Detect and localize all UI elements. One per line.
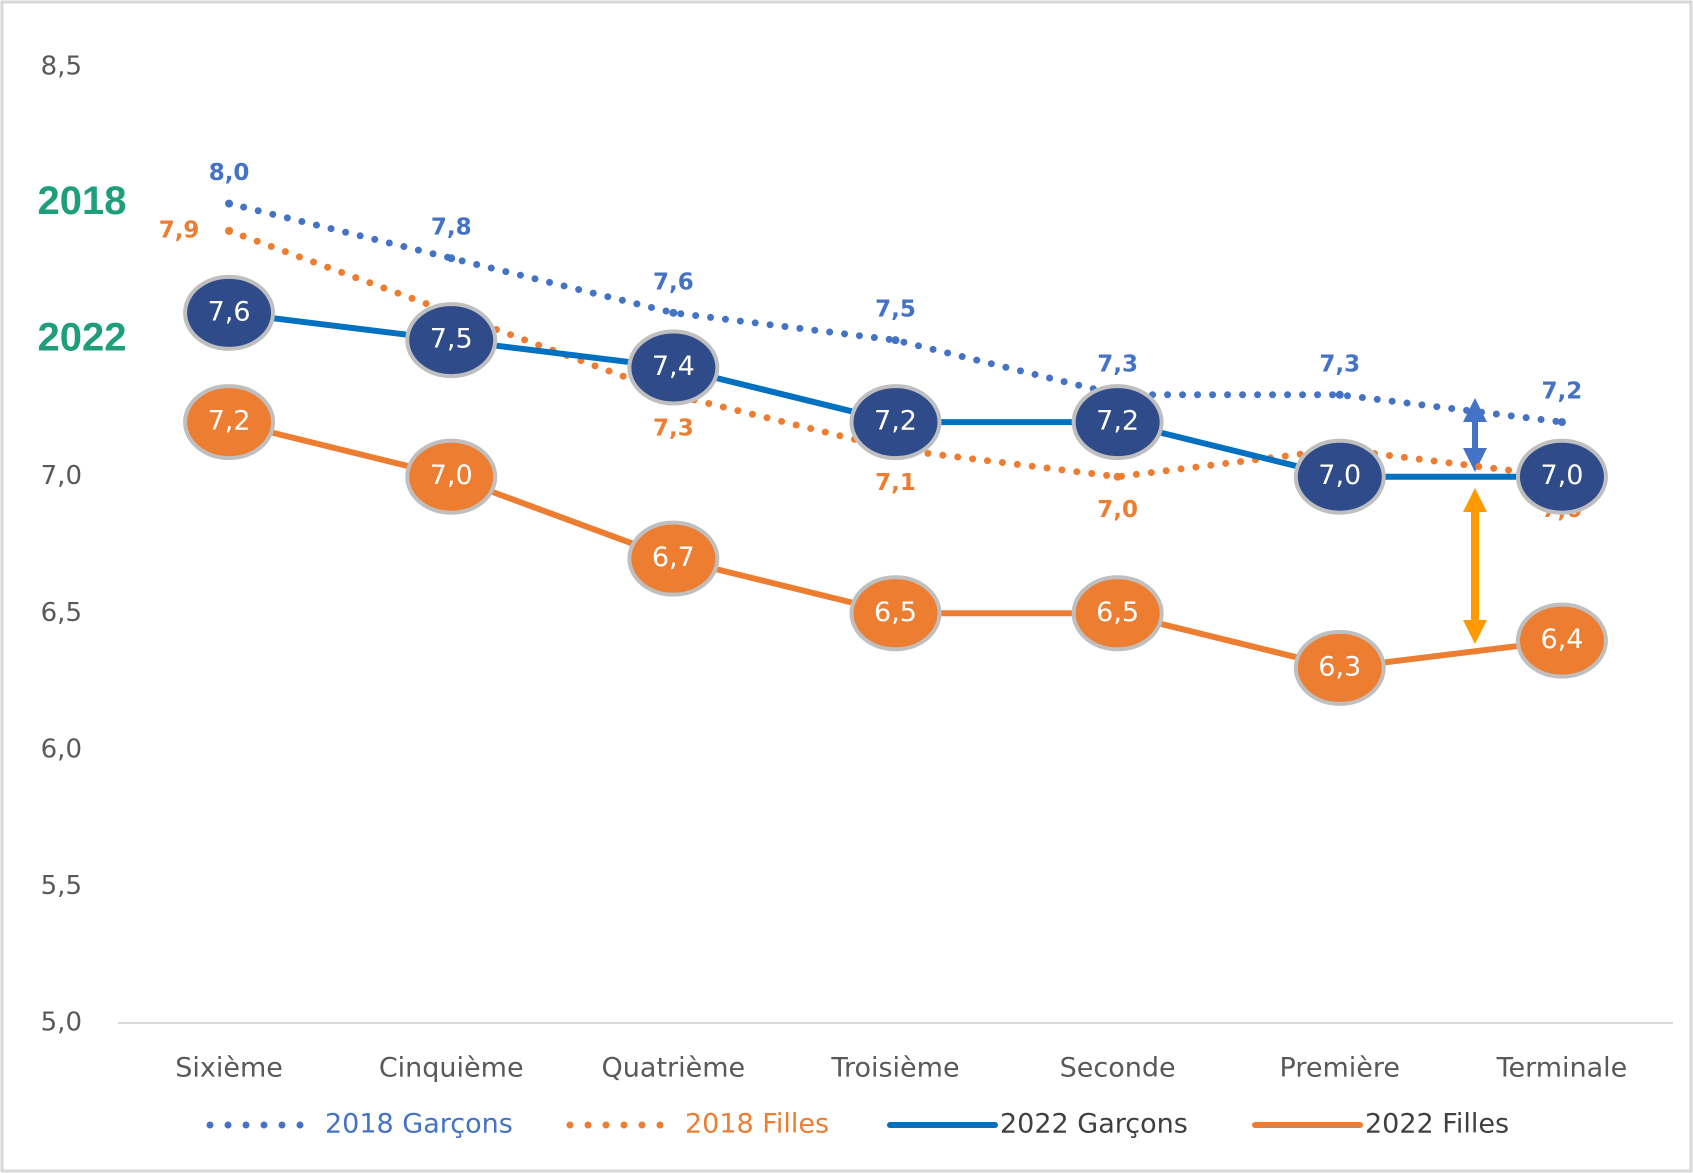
marker bbox=[849, 384, 942, 461]
y-tick-label: 8,5 bbox=[41, 52, 82, 82]
marker bbox=[627, 329, 720, 406]
x-tick-label: Cinquième bbox=[379, 1053, 524, 1084]
data-label: 7,6 bbox=[208, 296, 251, 327]
data-label: 7,6 bbox=[653, 269, 694, 295]
data-label: 7,3 bbox=[653, 415, 694, 441]
legend-label: 2022 Filles bbox=[1365, 1109, 1509, 1140]
point bbox=[225, 226, 234, 235]
marker bbox=[1071, 575, 1164, 652]
marker bbox=[849, 575, 942, 652]
marker bbox=[1071, 384, 1164, 461]
data-label: 7,3 bbox=[1097, 351, 1138, 377]
marker bbox=[1293, 629, 1386, 706]
data-label: 7,2 bbox=[1542, 379, 1583, 405]
y-tick-label: 6,0 bbox=[41, 734, 82, 764]
data-label: 7,9 bbox=[159, 217, 200, 243]
x-tick-label: Troisième bbox=[830, 1053, 959, 1084]
x-tick-label: Terminale bbox=[1496, 1053, 1628, 1084]
marker bbox=[405, 438, 498, 515]
marker bbox=[1293, 438, 1386, 515]
data-label: 7,2 bbox=[874, 406, 917, 437]
data-label: 7,2 bbox=[1096, 406, 1139, 437]
legend-label: 2018 Filles bbox=[685, 1109, 829, 1140]
x-tick-label: Seconde bbox=[1060, 1053, 1176, 1084]
legend-label: 2022 Garçons bbox=[1000, 1109, 1188, 1140]
point bbox=[447, 254, 456, 263]
y-tick-label: 6,5 bbox=[41, 598, 82, 628]
data-label: 6,5 bbox=[1096, 597, 1139, 628]
x-tick-label: Quatrième bbox=[602, 1053, 746, 1084]
marker bbox=[405, 302, 498, 379]
data-label: 6,7 bbox=[652, 542, 695, 573]
annotation: 2022 bbox=[38, 316, 127, 360]
data-label: 7,0 bbox=[1097, 497, 1138, 523]
marker bbox=[183, 384, 276, 461]
data-label: 7,4 bbox=[652, 351, 695, 382]
data-label: 7,5 bbox=[430, 324, 473, 355]
y-tick-label: 5,5 bbox=[41, 871, 82, 901]
legend-label: 2018 Garçons bbox=[325, 1109, 513, 1140]
point bbox=[669, 308, 678, 317]
marker bbox=[1515, 438, 1608, 515]
data-label: 6,4 bbox=[1540, 624, 1583, 655]
point bbox=[225, 199, 234, 208]
data-label: 7,3 bbox=[1319, 351, 1360, 377]
data-label: 7,1 bbox=[875, 470, 916, 496]
y-tick-label: 5,0 bbox=[41, 1008, 82, 1038]
marker bbox=[627, 520, 720, 597]
data-label: 7,0 bbox=[1318, 460, 1361, 491]
data-label: 7,0 bbox=[430, 460, 473, 491]
point bbox=[1113, 472, 1122, 481]
point bbox=[891, 336, 900, 345]
x-tick-label: Première bbox=[1280, 1053, 1400, 1084]
data-label: 7,5 bbox=[875, 297, 916, 323]
data-label: 7,2 bbox=[208, 406, 251, 437]
marker bbox=[183, 274, 276, 351]
data-label: 7,8 bbox=[431, 215, 472, 241]
y-tick-label: 7,0 bbox=[41, 461, 82, 491]
data-label: 8,0 bbox=[209, 160, 250, 186]
data-label: 6,5 bbox=[874, 597, 917, 628]
annotation: 2018 bbox=[38, 179, 127, 223]
data-label: 7,0 bbox=[1540, 460, 1583, 491]
marker bbox=[1515, 602, 1608, 679]
x-tick-label: Sixième bbox=[175, 1053, 283, 1084]
point bbox=[1557, 418, 1566, 427]
point bbox=[1335, 390, 1344, 399]
data-label: 6,3 bbox=[1318, 651, 1361, 682]
